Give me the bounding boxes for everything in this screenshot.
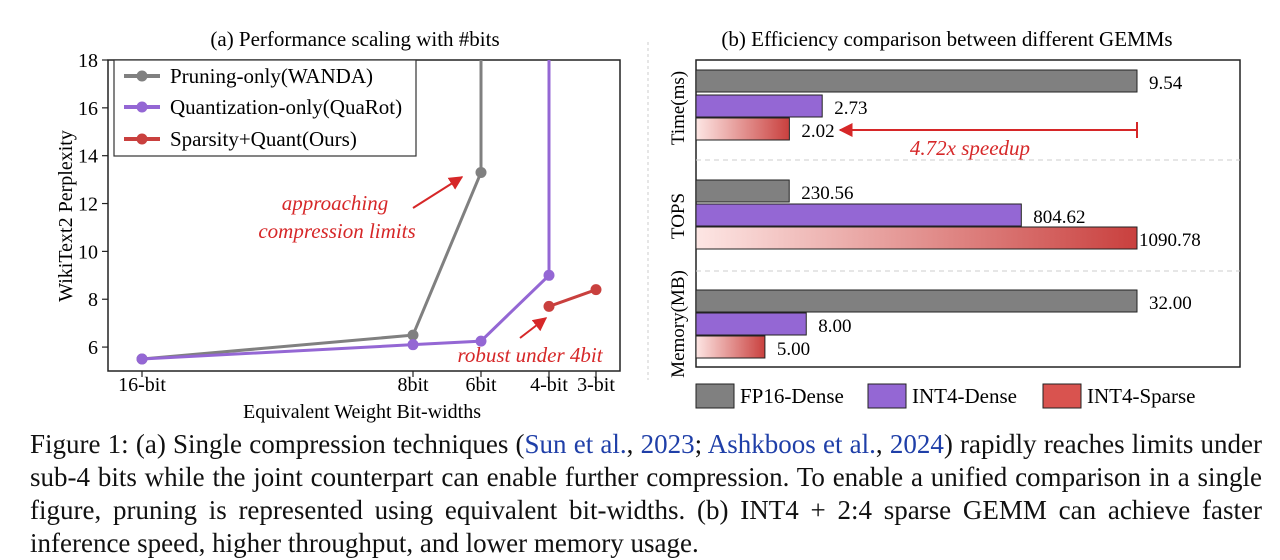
- series-ours-point: [543, 300, 555, 312]
- legend-fp16-dense-label: FP16-Dense: [740, 384, 844, 408]
- bar-value-label: 230.56: [801, 183, 853, 204]
- bar-value-label: 8.00: [818, 316, 851, 337]
- chart-a: (a) Performance scaling with #bits 6 8 10 1…: [55, 27, 621, 423]
- chart-b: (b) Efficiency comparison between differ…: [668, 27, 1241, 409]
- series-ours-line: [548, 288, 597, 308]
- y-tick-label: 12: [78, 194, 98, 216]
- bar-value-label: 9.54: [1149, 73, 1183, 94]
- legend-marker-ours: [136, 133, 148, 145]
- series-ours-point: [590, 284, 602, 296]
- bar-int4-dense: [695, 312, 807, 336]
- x-tick-label: 3-bit: [577, 374, 615, 396]
- bar-fp16-dense: [695, 69, 1138, 93]
- bar-value-label: 2.02: [801, 121, 834, 142]
- chart-a-legend: Pruning-only(WANDA) Quantization-only(Qu…: [113, 59, 417, 157]
- legend-int4-dense-label: INT4-Dense: [912, 384, 1017, 408]
- series-quant-point: [136, 353, 148, 365]
- y-tick-label: 18: [78, 50, 98, 72]
- series-pruning-point: [475, 166, 487, 178]
- caption-text: Figure 1: (a) Single compression techniq…: [30, 429, 525, 459]
- citation-year-2024[interactable]: 2024: [889, 429, 944, 459]
- chart-a-title: (a) Performance scaling with #bits: [210, 27, 499, 51]
- annotation-arrow-limits: [412, 176, 464, 209]
- citation-year-2023[interactable]: 2023: [640, 429, 695, 459]
- figure: (a) Performance scaling with #bits 6 8 10 1…: [55, 27, 1241, 423]
- series-quant-point: [407, 339, 419, 351]
- y-tick-label: 16: [78, 98, 98, 120]
- bar-value-label: 804.62: [1033, 207, 1085, 228]
- x-tick-label: 8bit: [397, 374, 429, 396]
- group-label: Memory(MB): [668, 270, 689, 378]
- legend-int4-sparse-label: INT4-Sparse: [1087, 384, 1195, 408]
- chart-b-title: (b) Efficiency comparison between differ…: [721, 27, 1172, 51]
- bar-int4-sparse: [695, 226, 1138, 250]
- annotation-robust: robust under 4bit: [457, 343, 603, 367]
- chart-a-series: [136, 60, 602, 365]
- caption-sep: ;: [694, 429, 708, 459]
- legend-marker-pruning: [136, 70, 148, 82]
- series-quant: [136, 60, 555, 365]
- annotation-compression-limits: compression limits: [258, 219, 415, 243]
- annotation-approaching: approaching: [282, 191, 389, 215]
- chart-a-xlabel: Equivalent Weight Bit-widths: [243, 401, 481, 423]
- legend-int4-dense-swatch: [867, 383, 907, 409]
- citation-ashkboos[interactable]: Ashkboos et al.: [707, 429, 876, 459]
- bar-value-label: 2.73: [834, 98, 867, 119]
- legend-label-quant: Quantization-only(QuaRot): [170, 95, 402, 119]
- bar-value-label: 5.00: [777, 339, 810, 360]
- chart-a-ylabel: WikiText2 Perplexity: [55, 130, 77, 302]
- group-label: TOPS: [668, 193, 689, 239]
- series-pruning-point: [407, 329, 419, 341]
- bar-int4-sparse: [695, 117, 790, 141]
- chart-a-axes: 6 8 10 12 14 16 18 16-bit 8bit 6bit 4-bit 3-bit: [78, 50, 621, 396]
- legend-int4-sparse-swatch: [1042, 383, 1082, 409]
- bar-value-label: 1090.78: [1139, 230, 1201, 251]
- bar-fp16-dense: [695, 179, 790, 203]
- x-tick-label: 16-bit: [118, 374, 166, 396]
- legend-marker-quant: [136, 101, 148, 113]
- figure-caption: Figure 1: (a) Single compression techniq…: [30, 428, 1262, 560]
- legend-frame: [113, 59, 417, 157]
- series-ours: [543, 284, 602, 312]
- legend-fp16-dense-swatch: [695, 383, 735, 409]
- bar-fp16-dense: [695, 289, 1138, 313]
- y-tick-label: 6: [88, 337, 98, 359]
- group-label: Time(ms): [668, 71, 689, 145]
- bar-int4-sparse: [695, 335, 766, 359]
- annotation-arrow-robust: [519, 317, 548, 339]
- chart-b-bars: Time(ms) 9.54 2.732.02 TOPS 230.56 804.62 1090…: [668, 59, 1241, 378]
- caption-text: ) rapidly reaches limits under sub-4 bit…: [30, 429, 1262, 558]
- legend-label-ours: Sparsity+Quant(Ours): [170, 127, 357, 151]
- bar-value-label: 32.00: [1149, 293, 1192, 314]
- legend-label-pruning: Pruning-only(WANDA): [170, 64, 373, 88]
- series-pruning-line: [141, 60, 483, 361]
- chart-b-legend: FP16-Dense INT4-Dense INT4-Sparse: [695, 383, 1195, 409]
- caption-sep: ,: [626, 429, 641, 459]
- caption-sep: ,: [875, 429, 890, 459]
- series-quant-point: [543, 269, 555, 281]
- series-quant-point: [475, 335, 487, 347]
- x-tick-label: 4-bit: [530, 374, 568, 396]
- speedup-annotation: 4.72x speedup: [910, 136, 1030, 160]
- bar-int4-dense: [695, 203, 1022, 227]
- y-tick-label: 14: [78, 146, 98, 168]
- citation-sun[interactable]: Sun et al.: [524, 429, 627, 459]
- bar-int4-dense: [695, 94, 823, 118]
- x-tick-label: 6bit: [465, 374, 497, 396]
- y-tick-label: 8: [88, 289, 98, 311]
- y-tick-label: 10: [78, 241, 98, 263]
